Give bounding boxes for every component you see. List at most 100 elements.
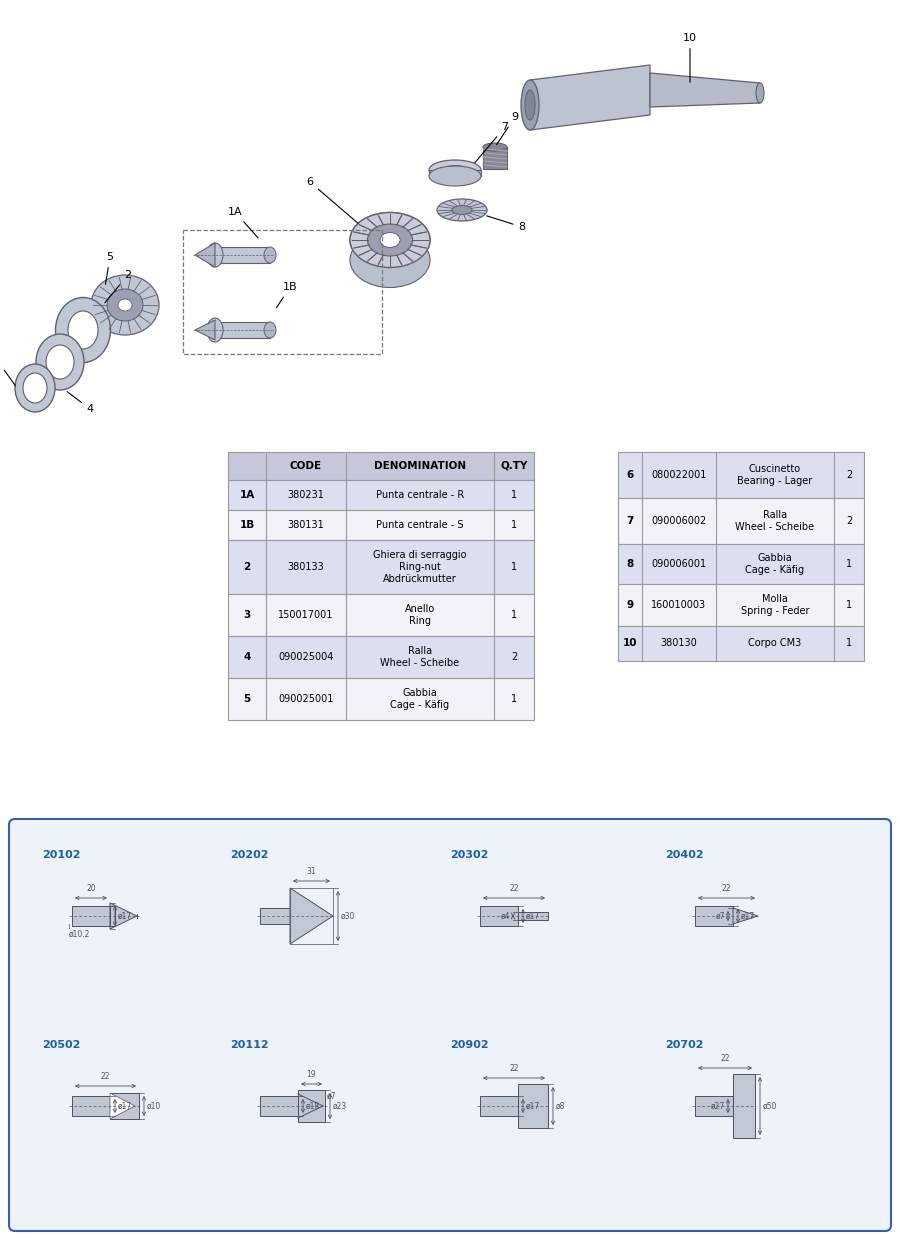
Text: 380231: 380231 bbox=[288, 490, 324, 500]
Text: 3: 3 bbox=[243, 610, 250, 620]
Text: 20112: 20112 bbox=[230, 1040, 268, 1050]
Text: 1A: 1A bbox=[228, 207, 258, 238]
Ellipse shape bbox=[525, 90, 535, 120]
FancyBboxPatch shape bbox=[618, 626, 864, 661]
FancyBboxPatch shape bbox=[228, 594, 534, 636]
Text: ø17: ø17 bbox=[526, 1102, 540, 1110]
Ellipse shape bbox=[437, 199, 487, 222]
Ellipse shape bbox=[207, 318, 223, 342]
FancyBboxPatch shape bbox=[228, 636, 534, 678]
Text: 1: 1 bbox=[511, 610, 517, 620]
FancyBboxPatch shape bbox=[695, 906, 733, 926]
Ellipse shape bbox=[429, 160, 481, 180]
Text: 22: 22 bbox=[509, 884, 518, 893]
Polygon shape bbox=[650, 73, 760, 106]
Text: 090025001: 090025001 bbox=[278, 695, 334, 704]
FancyBboxPatch shape bbox=[695, 1096, 733, 1115]
FancyBboxPatch shape bbox=[215, 248, 270, 262]
Text: Ralla
Wheel - Scheibe: Ralla Wheel - Scheibe bbox=[381, 646, 460, 667]
FancyBboxPatch shape bbox=[110, 906, 115, 926]
Text: 2: 2 bbox=[511, 652, 517, 662]
Text: Molla
Spring - Feder: Molla Spring - Feder bbox=[741, 594, 809, 615]
Polygon shape bbox=[290, 888, 333, 945]
Text: 2: 2 bbox=[846, 516, 852, 526]
Text: Corpo CM3: Corpo CM3 bbox=[749, 639, 802, 649]
FancyBboxPatch shape bbox=[9, 820, 891, 1231]
Ellipse shape bbox=[380, 233, 400, 248]
FancyBboxPatch shape bbox=[228, 452, 534, 480]
Text: 2: 2 bbox=[243, 562, 250, 572]
Polygon shape bbox=[110, 1093, 139, 1119]
Text: 3: 3 bbox=[0, 355, 15, 386]
FancyBboxPatch shape bbox=[429, 170, 481, 176]
Text: 9: 9 bbox=[497, 111, 518, 145]
FancyBboxPatch shape bbox=[480, 906, 518, 926]
Text: 20702: 20702 bbox=[665, 1040, 704, 1050]
FancyBboxPatch shape bbox=[72, 906, 110, 926]
Ellipse shape bbox=[756, 83, 764, 103]
Text: 090006002: 090006002 bbox=[652, 516, 707, 526]
Text: 2: 2 bbox=[846, 470, 852, 480]
FancyBboxPatch shape bbox=[260, 907, 290, 924]
Text: 380130: 380130 bbox=[661, 639, 698, 649]
FancyBboxPatch shape bbox=[618, 543, 864, 584]
Text: ø17: ø17 bbox=[526, 911, 540, 921]
FancyBboxPatch shape bbox=[518, 912, 548, 920]
FancyBboxPatch shape bbox=[298, 1089, 325, 1122]
Text: 20202: 20202 bbox=[230, 851, 268, 860]
Text: 10: 10 bbox=[623, 639, 637, 649]
Text: 380131: 380131 bbox=[288, 520, 324, 530]
Text: Ghiera di serraggio
Ring-nut
Abdrückmutter: Ghiera di serraggio Ring-nut Abdrückmutt… bbox=[374, 551, 467, 583]
Ellipse shape bbox=[264, 248, 276, 262]
Ellipse shape bbox=[350, 213, 430, 267]
Ellipse shape bbox=[68, 311, 98, 349]
Ellipse shape bbox=[521, 80, 539, 130]
Text: Gabbia
Cage - Käfig: Gabbia Cage - Käfig bbox=[391, 688, 450, 709]
Text: 090025004: 090025004 bbox=[278, 652, 334, 662]
Text: ø17: ø17 bbox=[118, 1102, 132, 1110]
Text: CODE: CODE bbox=[290, 461, 322, 470]
Text: 5: 5 bbox=[105, 253, 113, 285]
Text: ø17: ø17 bbox=[118, 911, 132, 921]
Ellipse shape bbox=[350, 233, 430, 287]
Text: ø30: ø30 bbox=[341, 911, 356, 921]
FancyBboxPatch shape bbox=[618, 584, 864, 626]
Text: Anello
Ring: Anello Ring bbox=[405, 604, 435, 625]
FancyBboxPatch shape bbox=[72, 1096, 110, 1115]
Text: 1B: 1B bbox=[276, 282, 297, 308]
Ellipse shape bbox=[15, 364, 55, 412]
Ellipse shape bbox=[118, 300, 132, 311]
Text: Q.TY: Q.TY bbox=[500, 461, 527, 470]
FancyBboxPatch shape bbox=[618, 452, 864, 498]
Text: 5: 5 bbox=[243, 695, 250, 704]
Text: 22: 22 bbox=[720, 1054, 730, 1063]
Text: 20102: 20102 bbox=[42, 851, 80, 860]
Text: Cuscinetto
Bearing - Lager: Cuscinetto Bearing - Lager bbox=[737, 464, 813, 485]
Polygon shape bbox=[195, 243, 215, 267]
Polygon shape bbox=[110, 1093, 135, 1119]
FancyBboxPatch shape bbox=[260, 1096, 298, 1115]
FancyBboxPatch shape bbox=[733, 1075, 755, 1138]
Text: 31: 31 bbox=[307, 867, 316, 877]
Text: 1: 1 bbox=[511, 695, 517, 704]
Text: DENOMINATION: DENOMINATION bbox=[374, 461, 466, 470]
Text: 20902: 20902 bbox=[450, 1040, 489, 1050]
Text: 8: 8 bbox=[626, 560, 634, 569]
Polygon shape bbox=[110, 903, 137, 928]
Text: 7: 7 bbox=[626, 516, 634, 526]
Text: Punta centrale - R: Punta centrale - R bbox=[376, 490, 464, 500]
Text: 1A: 1A bbox=[239, 490, 255, 500]
Text: 4: 4 bbox=[243, 652, 251, 662]
Polygon shape bbox=[733, 907, 758, 924]
Text: 380133: 380133 bbox=[288, 562, 324, 572]
Text: 1: 1 bbox=[511, 520, 517, 530]
Text: 1: 1 bbox=[846, 560, 852, 569]
Ellipse shape bbox=[429, 166, 481, 186]
Ellipse shape bbox=[23, 373, 47, 404]
Text: 20: 20 bbox=[86, 884, 95, 893]
Text: ø50: ø50 bbox=[763, 1102, 778, 1110]
FancyBboxPatch shape bbox=[228, 540, 534, 594]
Text: 20302: 20302 bbox=[450, 851, 489, 860]
Text: 1: 1 bbox=[511, 490, 517, 500]
Text: 9: 9 bbox=[626, 600, 634, 610]
